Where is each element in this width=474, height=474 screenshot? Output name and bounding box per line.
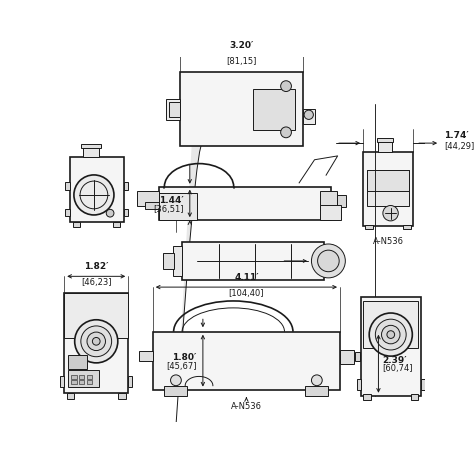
Text: A-N536: A-N536 [231, 402, 262, 411]
Text: [60,74]: [60,74] [383, 364, 413, 373]
Circle shape [75, 320, 118, 363]
Bar [83, 148, 99, 157]
Text: 2.39′: 2.39′ [383, 356, 407, 365]
Circle shape [387, 331, 395, 338]
Bar [128, 376, 132, 387]
Text: [104,40]: [104,40] [228, 289, 264, 298]
Bar [70, 157, 124, 222]
Text: 1.74′: 1.74′ [444, 131, 469, 140]
Bar [367, 170, 409, 206]
Bar [68, 355, 87, 369]
Text: [46,23]: [46,23] [81, 278, 111, 287]
Bar [65, 182, 70, 190]
Bar [139, 351, 153, 361]
Text: A-N536: A-N536 [373, 237, 403, 246]
Bar [79, 375, 84, 379]
Circle shape [375, 319, 406, 350]
Bar [166, 99, 180, 120]
Bar [340, 350, 354, 364]
Bar [159, 187, 331, 220]
Bar [253, 89, 295, 129]
Bar [378, 142, 392, 152]
Circle shape [369, 313, 412, 356]
Bar [421, 379, 425, 390]
Circle shape [106, 210, 114, 217]
Bar [64, 293, 128, 393]
Bar [65, 209, 70, 216]
Bar [367, 170, 409, 191]
Bar [124, 182, 128, 190]
Circle shape [382, 325, 400, 344]
Bar [363, 394, 371, 400]
Circle shape [304, 110, 313, 119]
Bar [357, 379, 361, 390]
Circle shape [311, 244, 346, 278]
Bar [360, 352, 365, 361]
Circle shape [281, 81, 292, 91]
Circle shape [92, 337, 100, 345]
Bar [137, 191, 159, 206]
Bar [411, 394, 419, 400]
Circle shape [281, 127, 292, 138]
Text: [44,29]: [44,29] [444, 142, 474, 151]
Bar [337, 195, 346, 207]
Text: [81,15]: [81,15] [226, 57, 256, 66]
Bar [153, 332, 340, 390]
Bar [113, 222, 120, 227]
Bar [320, 205, 341, 220]
Bar [64, 293, 128, 338]
Bar [145, 202, 159, 209]
PathPatch shape [195, 74, 292, 142]
Bar [169, 102, 180, 117]
Bar [87, 375, 92, 379]
Circle shape [311, 375, 322, 386]
Bar [324, 246, 333, 276]
Bar [159, 193, 198, 220]
Bar [180, 72, 303, 146]
Bar [365, 352, 369, 361]
Bar [363, 152, 413, 226]
Circle shape [383, 206, 398, 221]
Text: [36,51]: [36,51] [153, 205, 183, 214]
Circle shape [74, 175, 114, 215]
Bar [361, 297, 421, 396]
Bar [320, 191, 337, 210]
Bar [363, 301, 419, 348]
Bar [118, 392, 126, 399]
Bar [365, 225, 373, 229]
Text: 1.80′: 1.80′ [173, 353, 197, 362]
Bar [87, 380, 92, 384]
Bar [182, 242, 324, 280]
Bar [124, 209, 128, 216]
Bar [71, 375, 77, 379]
Bar [305, 386, 328, 396]
Circle shape [81, 326, 112, 357]
Text: 1.44′: 1.44′ [159, 196, 183, 205]
Bar [376, 138, 393, 142]
Bar [303, 109, 315, 124]
Bar [81, 144, 101, 148]
Text: [45,67]: [45,67] [166, 362, 197, 371]
Bar [68, 370, 99, 387]
Circle shape [318, 250, 339, 272]
Text: 4.11′: 4.11′ [234, 273, 259, 282]
Text: 3.20′: 3.20′ [229, 41, 254, 50]
Text: 1.82′: 1.82′ [84, 262, 109, 271]
Bar [164, 386, 188, 396]
Bar [79, 380, 84, 384]
Bar [356, 352, 360, 361]
Bar [173, 246, 182, 276]
Bar [403, 225, 411, 229]
Circle shape [171, 375, 182, 386]
Ellipse shape [280, 247, 314, 274]
Bar [66, 392, 74, 399]
Bar [61, 376, 64, 387]
Bar [71, 380, 77, 384]
Bar [73, 222, 81, 227]
Circle shape [87, 332, 106, 351]
Bar [163, 253, 173, 269]
